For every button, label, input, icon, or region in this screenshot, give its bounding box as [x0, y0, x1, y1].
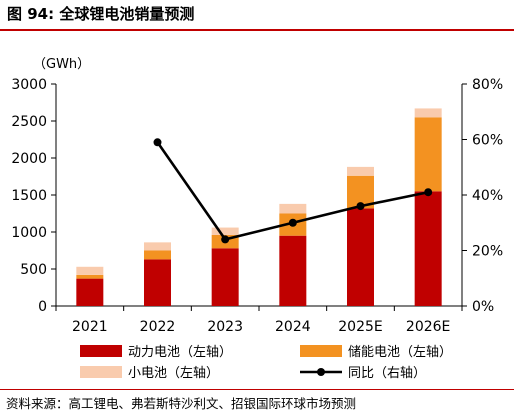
bar-segment: [144, 242, 171, 251]
source-rule: [0, 389, 514, 390]
legend-swatch: [80, 345, 122, 357]
bar-segment: [414, 108, 442, 118]
left-axis-tick-label: 0: [38, 299, 47, 315]
bar-segment: [211, 248, 239, 306]
legend-label: 储能电池（左轴）: [348, 345, 452, 360]
yoy-point: [424, 188, 433, 197]
unit-label: （GWh）: [33, 57, 90, 72]
legend-swatch: [80, 366, 122, 378]
x-axis-tick-label: 2026E: [406, 319, 450, 335]
source-note: 资料来源：高工锂电、弗若斯特沙利文、招银国际环球市场预测: [6, 396, 357, 411]
x-axis-tick-label: 2025E: [338, 319, 382, 335]
legend-label: 同比（右轴）: [348, 366, 426, 381]
legend-marker: [317, 368, 325, 376]
bar-segment: [414, 117, 442, 192]
yoy-point: [221, 235, 230, 244]
left-axis-tick-label: 500: [20, 262, 47, 278]
left-axis-tick-label: 1500: [11, 188, 47, 204]
bar-segment: [347, 166, 374, 176]
bar-segment: [211, 227, 239, 235]
yoy-point: [288, 218, 297, 227]
right-axis-tick-label: 40%: [472, 188, 503, 204]
right-axis-tick-label: 20%: [472, 244, 503, 260]
legend-label: 动力电池（左轴）: [128, 345, 232, 360]
right-axis-tick-label: 0%: [472, 299, 494, 315]
bar-segment: [144, 259, 171, 306]
x-axis-tick-label: 2024: [275, 319, 311, 335]
left-axis-tick-label: 1000: [11, 225, 47, 241]
bar-segment: [76, 274, 104, 279]
legend-label: 小电池（左轴）: [128, 366, 219, 381]
right-axis-tick-label: 60%: [472, 133, 503, 149]
left-axis-tick-label: 3000: [11, 77, 47, 93]
title-rule: [0, 29, 514, 31]
left-axis-tick-label: 2500: [11, 114, 47, 130]
bar-segment: [279, 203, 307, 214]
bar-segment: [279, 235, 307, 306]
x-axis-tick-label: 2021: [72, 319, 108, 335]
legend-swatch: [300, 345, 342, 357]
left-axis-tick-label: 2000: [11, 151, 47, 167]
sales-chart: （GWh） 0 500 1000 1500 2000 2500 3000 0% 20% 40% 60%…: [11, 57, 503, 381]
bar-segment: [144, 250, 171, 260]
figure-title: 图 94: 全球锂电池销量预测: [7, 5, 195, 23]
x-axis-tick-label: 2022: [140, 319, 176, 335]
bar-segment: [414, 191, 442, 306]
bar-segment: [76, 266, 104, 275]
yoy-point: [356, 202, 365, 211]
bar-segment: [347, 208, 374, 306]
bar-segment: [76, 278, 104, 306]
x-axis-tick-label: 2023: [207, 319, 243, 335]
right-axis-tick-label: 80%: [472, 77, 503, 93]
yoy-point: [153, 138, 162, 147]
